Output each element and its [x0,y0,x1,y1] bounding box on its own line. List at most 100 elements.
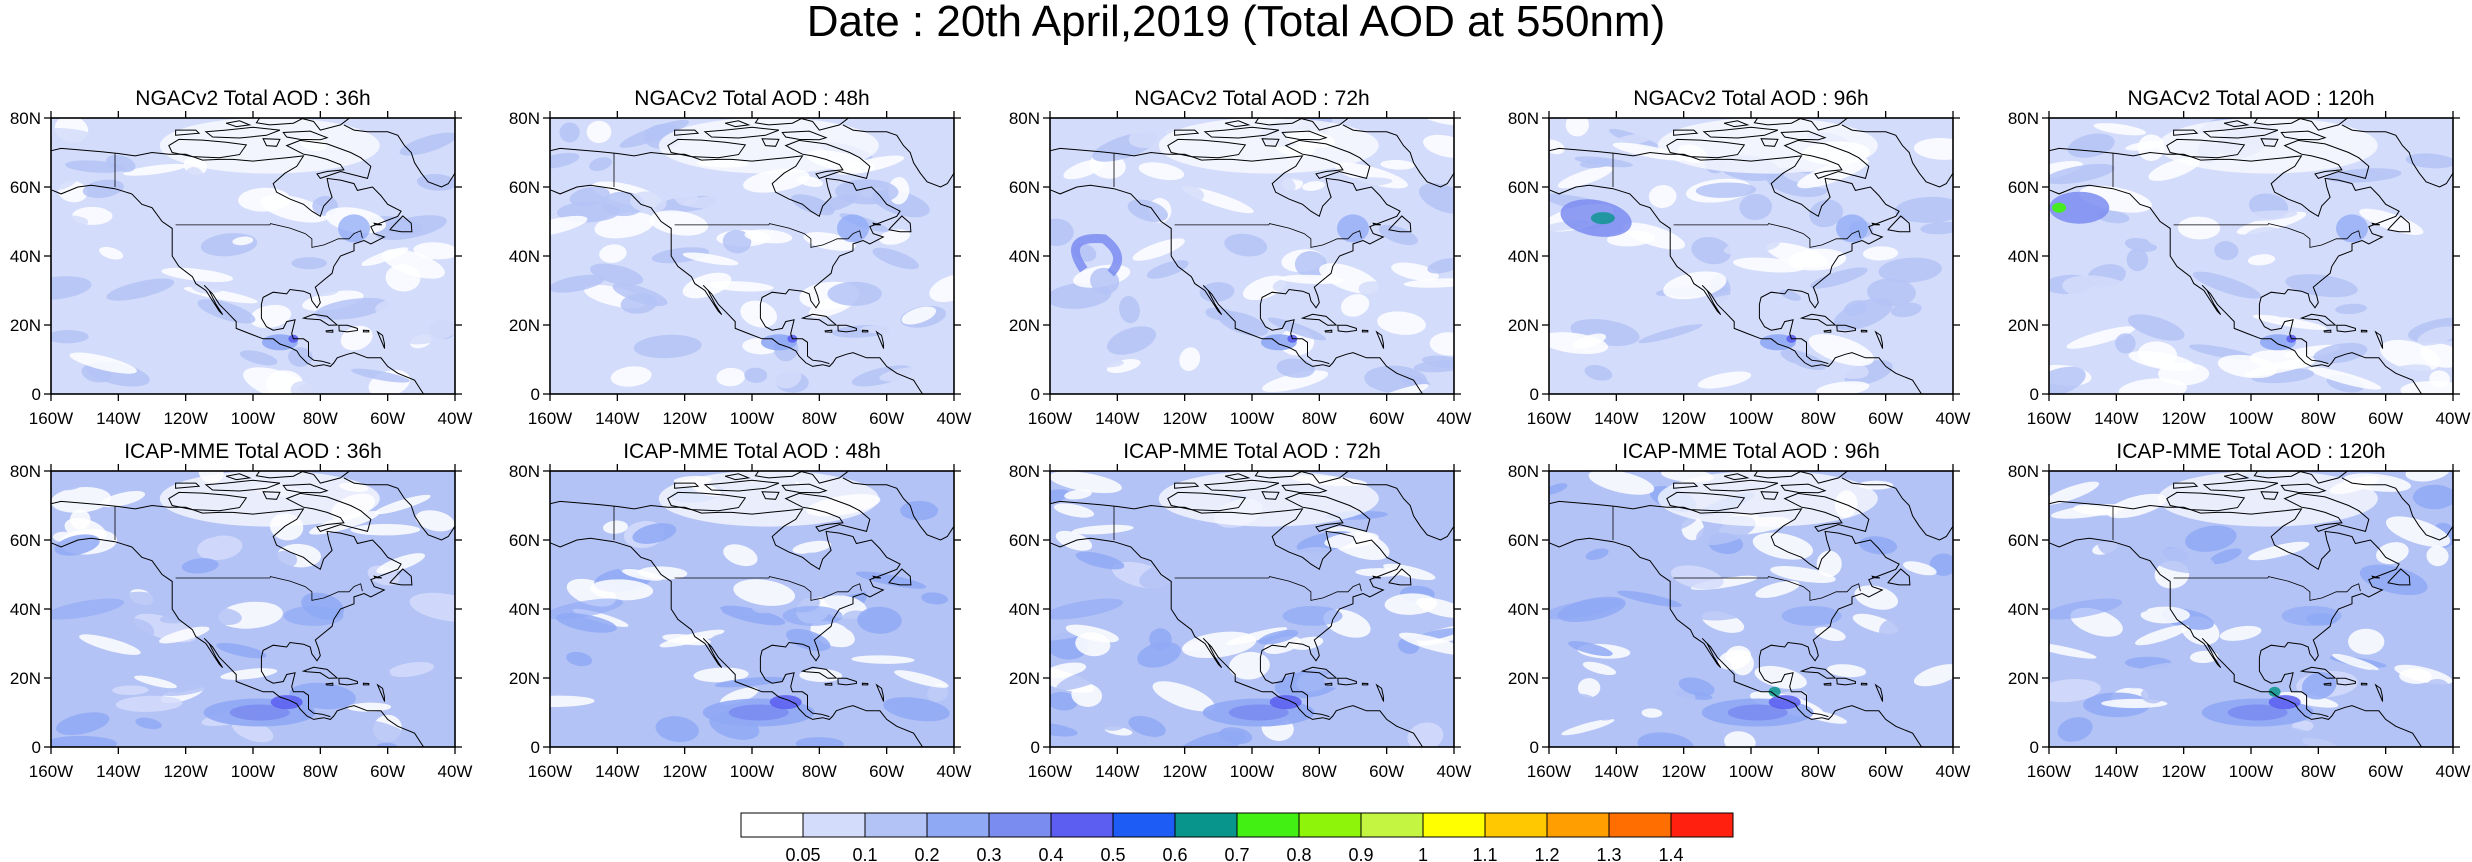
aod-field [1549,118,1953,394]
lon-tick-label: 60W [2368,762,2403,781]
lat-tick-label: 0 [32,738,41,757]
panel-title: NGACv2 Total AOD : 120h [2127,87,2374,110]
panel-title: ICAP-MME Total AOD : 36h [124,440,382,463]
lat-tick-label: 20N [2008,669,2039,688]
lon-tick-label: 120W [1661,762,1705,781]
lon-tick-label: 80W [303,762,338,781]
lon-tick-label: 120W [2161,409,2205,428]
lat-tick-label: 60N [1009,178,1040,197]
panel-title: ICAP-MME Total AOD : 96h [1622,440,1880,463]
lat-tick-label: 20N [1009,669,1040,688]
lat-tick-label: 20N [10,316,41,335]
lat-tick-label: 60N [509,178,540,197]
aod-field [51,471,455,747]
lat-tick-label: 0 [1530,738,1539,757]
lon-tick-label: 120W [1162,762,1206,781]
lat-tick-label: 20N [509,316,540,335]
lat-tick-label: 80N [10,462,41,481]
lon-tick-label: 160W [1028,762,1072,781]
lon-tick-label: 120W [2161,762,2205,781]
lon-tick-label: 100W [231,762,275,781]
lon-tick-label: 120W [163,762,207,781]
lat-tick-label: 80N [1508,462,1539,481]
lon-tick-label: 80W [1302,762,1337,781]
coastlines [2049,471,2453,747]
panel-title: ICAP-MME Total AOD : 48h [623,440,881,463]
lon-tick-label: 160W [1527,762,1571,781]
lon-tick-label: 80W [802,762,837,781]
lon-tick-label: 80W [1302,409,1337,428]
lon-tick-label: 80W [2301,409,2336,428]
lon-tick-label: 100W [2229,409,2273,428]
panel-title: NGACv2 Total AOD : 36h [135,87,370,110]
map-panel-4: 160W 140W 120W 100W 80W 60W 40W 80N 60N 40N 20N 0 NG… [1508,87,1971,428]
map-panel-10: 160W 140W 120W 100W 80W 60W 40W 80N 60N 40N 20N 0 IC… [2008,440,2471,781]
lat-tick-label: 80N [1009,462,1040,481]
lat-tick-label: 60N [10,531,41,550]
lon-tick-label: 100W [1729,409,1773,428]
lat-tick-label: 40N [509,600,540,619]
lat-tick-label: 80N [509,109,540,128]
aod-field [51,118,455,394]
lat-tick-label: 0 [2030,738,2039,757]
lat-tick-label: 0 [1031,385,1040,404]
lon-tick-label: 160W [528,409,572,428]
coastlines [550,118,954,394]
lon-tick-label: 40W [1936,762,1971,781]
lat-tick-label: 20N [10,669,41,688]
coastlines [51,471,455,747]
lat-tick-label: 80N [1009,109,1040,128]
lon-tick-label: 40W [1936,409,1971,428]
lon-tick-label: 140W [96,409,140,428]
panel-title: ICAP-MME Total AOD : 120h [2116,440,2385,463]
lon-tick-label: 140W [96,762,140,781]
lat-tick-label: 40N [2008,247,2039,266]
lon-tick-label: 60W [370,762,405,781]
lon-tick-label: 80W [303,409,338,428]
lon-tick-label: 120W [163,409,207,428]
lat-tick-label: 40N [1508,600,1539,619]
aod-field [1549,471,1953,747]
aod-field [1050,471,1454,747]
lon-tick-label: 60W [869,762,904,781]
lat-tick-label: 0 [2030,385,2039,404]
lat-tick-label: 0 [32,385,41,404]
lat-tick-label: 40N [1508,247,1539,266]
aod-field [550,118,954,394]
lon-tick-label: 160W [2027,409,2071,428]
map-panel-6: 160W 140W 120W 100W 80W 60W 40W 80N 60N 40N 20N 0 IC… [10,440,473,781]
lat-tick-label: 40N [1009,247,1040,266]
lon-tick-label: 120W [1661,409,1705,428]
lat-tick-label: 80N [10,109,41,128]
lat-tick-label: 20N [1508,316,1539,335]
lat-tick-label: 20N [1508,669,1539,688]
lon-tick-label: 140W [595,762,639,781]
lon-tick-label: 120W [662,409,706,428]
lon-tick-label: 160W [29,762,73,781]
lon-tick-label: 80W [2301,762,2336,781]
lon-tick-label: 100W [2229,762,2273,781]
lat-tick-label: 0 [531,738,540,757]
aod-field [2049,471,2453,747]
panel-title: NGACv2 Total AOD : 96h [1633,87,1868,110]
coastlines [51,118,455,394]
lat-tick-label: 0 [531,385,540,404]
lat-tick-label: 80N [1508,109,1539,128]
lon-tick-label: 40W [2436,762,2471,781]
lon-tick-label: 60W [869,409,904,428]
panel-title: NGACv2 Total AOD : 48h [634,87,869,110]
lat-tick-label: 40N [2008,600,2039,619]
lon-tick-label: 140W [1594,762,1638,781]
lat-tick-label: 60N [10,178,41,197]
lat-tick-label: 20N [1009,316,1040,335]
map-panel-7: 160W 140W 120W 100W 80W 60W 40W 80N 60N 40N 20N 0 IC… [509,440,972,781]
lon-tick-label: 100W [231,409,275,428]
lat-tick-label: 40N [10,600,41,619]
lon-tick-label: 80W [802,409,837,428]
lon-tick-label: 100W [1230,409,1274,428]
lat-tick-label: 60N [1508,178,1539,197]
map-panel-8: 160W 140W 120W 100W 80W 60W 40W 80N 60N 40N 20N 0 IC… [1009,440,1472,781]
lon-tick-label: 60W [2368,409,2403,428]
map-panel-3: 160W 140W 120W 100W 80W 60W 40W 80N 60N 40N 20N 0 NG… [1009,87,1472,428]
coastlines [1050,471,1454,747]
